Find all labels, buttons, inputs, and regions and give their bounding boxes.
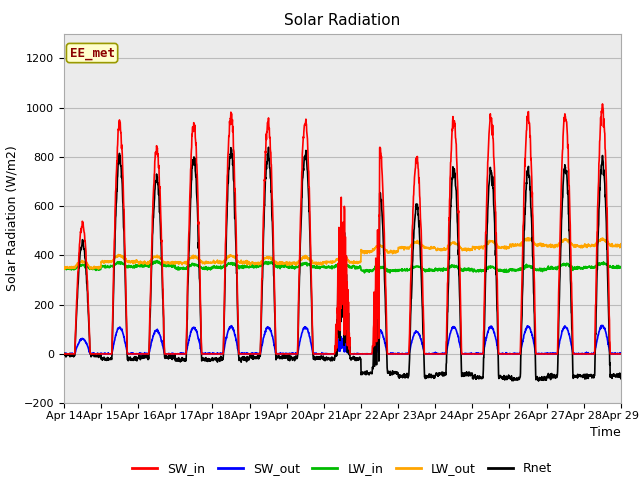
Y-axis label: Solar Radiation (W/m2): Solar Radiation (W/m2) bbox=[5, 145, 18, 291]
Text: EE_met: EE_met bbox=[70, 47, 115, 60]
Legend: SW_in, SW_out, LW_in, LW_out, Rnet: SW_in, SW_out, LW_in, LW_out, Rnet bbox=[127, 457, 557, 480]
Title: Solar Radiation: Solar Radiation bbox=[284, 13, 401, 28]
X-axis label: Time: Time bbox=[590, 426, 621, 439]
